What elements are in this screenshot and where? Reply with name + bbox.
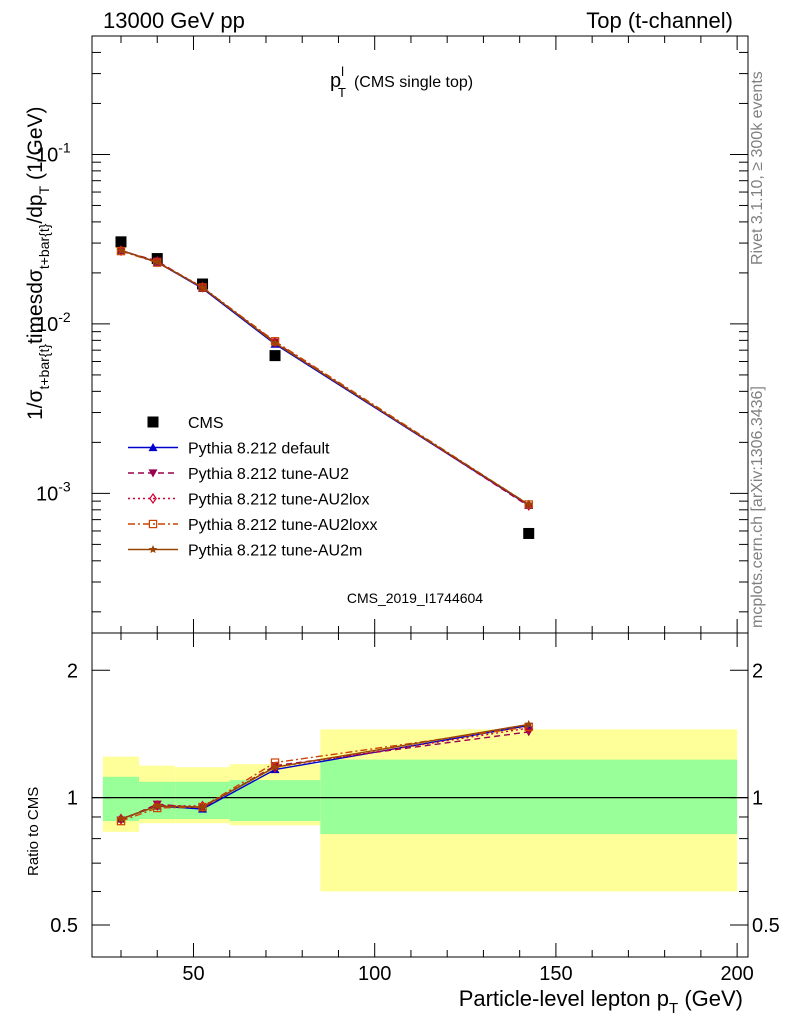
y-tick-label: 2 (67, 660, 78, 682)
data-point (198, 283, 207, 292)
svg-text:mcplots.cern.ch [arXiv:1306.34: mcplots.cern.ch [arXiv:1306.3436] (749, 386, 766, 628)
ratio-y-axis-label: Ratio to CMS (25, 787, 42, 876)
legend-item: CMS (147, 415, 224, 432)
legend-label: Pythia 8.212 tune-AU2 (188, 466, 349, 483)
legend-item: Pythia 8.212 tune-AU2 (128, 466, 349, 483)
legend-label: Pythia 8.212 tune-AU2m (188, 543, 362, 560)
data-point (116, 814, 126, 823)
legend-item: Pythia 8.212 default (128, 441, 330, 458)
y-tick-label: 1 (67, 788, 78, 810)
mcplots-label: mcplots.cern.ch [arXiv:1306.3436] (749, 386, 766, 628)
legend-item: Pythia 8.212 tune-AU2lox (128, 492, 369, 509)
y-tick-label: 10-2 (36, 309, 71, 336)
y-axis-label: 1/σt+bar{t}​timesdσt+bar{t}​/dpT​ (1/GeV… (24, 106, 52, 420)
analysis-watermark: CMS_2019_I1744604 (347, 590, 483, 606)
x-tick-label: 100 (358, 963, 391, 985)
ratio-panel: 0.5 0.5 1 1 2 2 50 100 150 200 Ratio to CMS Particl… (25, 632, 780, 1017)
data-point (269, 350, 281, 362)
series-line (120, 726, 529, 822)
chart-title: pl T(CMS single top) (330, 64, 473, 100)
x-tick-label: 150 (539, 963, 572, 985)
y-tick-label-right: 1 (752, 788, 763, 810)
data-point (524, 500, 533, 509)
x-tick-label: 50 (182, 963, 204, 985)
legend-marker (148, 519, 158, 529)
data-point (198, 802, 207, 811)
legend-marker (149, 492, 157, 505)
ratio-frame (91, 632, 749, 958)
data-point (270, 762, 280, 771)
legend-marker (148, 443, 158, 452)
y-tick-label-right: 2 (752, 660, 763, 682)
legend-label: Pythia 8.212 default (188, 441, 330, 458)
uncertainty-band-inner (175, 781, 230, 820)
y-tick-label: 0.5 (50, 915, 78, 937)
ratio-series-pythia-8-212-tune-au2m (116, 719, 533, 823)
rivet-label: Rivet 3.1.10, ≥ 300k events (749, 71, 766, 265)
x-axis-label: Particle-level lepton pT (GeV) (459, 986, 743, 1017)
header-right: Top (t-channel) (586, 8, 733, 33)
uncertainty-band-inner (320, 759, 738, 835)
legend-item: Pythia 8.212 tune-AU2m (128, 543, 362, 560)
series-pythia-8-212-tune-au2m (116, 246, 533, 509)
legend-label: Pythia 8.212 tune-AU2loxx (188, 517, 377, 534)
uncertainty-band-inner (229, 780, 321, 822)
data-point (270, 338, 280, 347)
data-point (116, 246, 126, 255)
y-tick-label-right: 0.5 (752, 915, 780, 937)
data-point (115, 236, 127, 248)
data-point (153, 801, 162, 810)
y-tick-label: 10-1 (36, 139, 71, 166)
main-panel: 10-1 10-2 10-3 1/σt+bar{t}​timesdσt+bar{t}​… (24, 35, 749, 634)
legend-label: CMS (188, 415, 224, 432)
legend: CMS Pythia 8.212 default Pythia 8.212 tune… (128, 415, 377, 560)
legend-marker (147, 416, 159, 428)
data-point (524, 719, 533, 728)
header-left: 13000 GeV pp (103, 8, 245, 33)
x-tick-label: 200 (720, 963, 753, 985)
legend-item: Pythia 8.212 tune-AU2loxx (128, 517, 377, 534)
data-point (153, 257, 162, 266)
legend-marker (148, 469, 158, 478)
legend-marker (148, 545, 158, 554)
svg-text:Rivet 3.1.10, ≥ 300k events: Rivet 3.1.10, ≥ 300k events (749, 71, 766, 265)
data-point (523, 527, 535, 539)
y-tick-label: 10-3 (36, 478, 71, 505)
legend-label: Pythia 8.212 tune-AU2lox (188, 492, 369, 509)
